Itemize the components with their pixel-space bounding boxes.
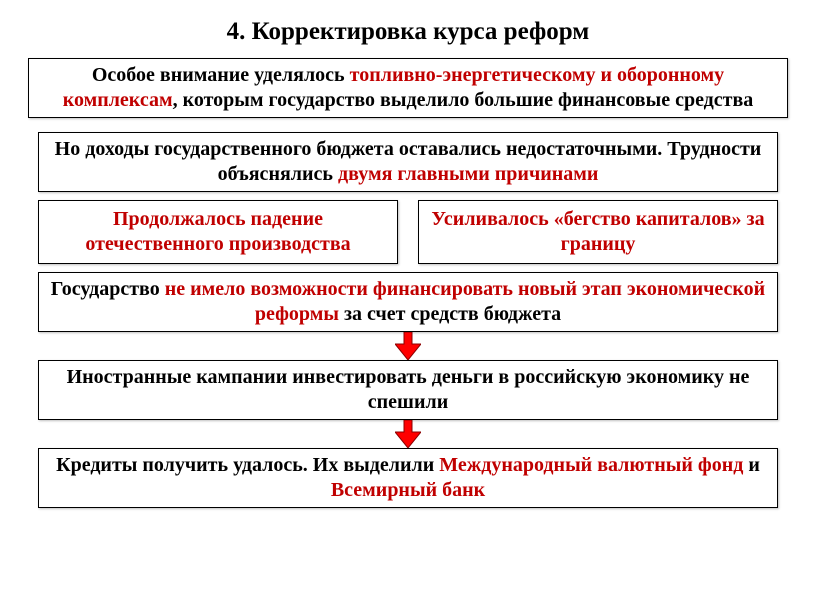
text-fragment: Особое внимание уделялось: [92, 64, 350, 86]
box-foreign-investment: Иностранные кампании инвестировать деньг…: [38, 360, 778, 420]
text-fragment: за счет средств бюджета: [344, 303, 561, 325]
slide-title: 4. Корректировка курса реформ: [28, 18, 788, 46]
text-fragment-red: Продолжалось падение отечественного прои…: [85, 208, 350, 255]
box-attention: Особое внимание уделялось топливно-энерг…: [28, 58, 788, 118]
box-budget-problems: Но доходы государственного бюджета остав…: [38, 132, 778, 192]
arrow-1: [28, 332, 788, 360]
text-fragment-red: двумя главными причинами: [338, 163, 598, 185]
down-arrow-icon: [395, 420, 421, 448]
text-fragment: Кредиты получить удалось. Их выделили: [56, 454, 439, 476]
reasons-row: Продолжалось падение отечественного прои…: [38, 200, 778, 264]
box-credits: Кредиты получить удалось. Их выделили Ме…: [38, 448, 778, 508]
text-fragment: Иностранные кампании инвестировать деньг…: [67, 366, 750, 413]
box-reason-capital-flight: Усиливалось «бегство капиталов» за грани…: [418, 200, 778, 264]
box-reason-production: Продолжалось падение отечественного прои…: [38, 200, 398, 264]
box-no-finance: Государство не имело возможности финанси…: [38, 272, 778, 332]
text-fragment-red: Усиливалось «бегство капиталов» за грани…: [431, 208, 764, 255]
text-fragment-red: Всемирный банк: [331, 479, 485, 501]
text-fragment: Государство: [51, 278, 165, 300]
down-arrow-icon: [395, 332, 421, 360]
arrow-2: [28, 420, 788, 448]
text-fragment: и: [743, 454, 760, 476]
text-fragment-red: Международный валютный фонд: [439, 454, 743, 476]
text-fragment: , которым государство выделило большие ф…: [173, 89, 754, 111]
